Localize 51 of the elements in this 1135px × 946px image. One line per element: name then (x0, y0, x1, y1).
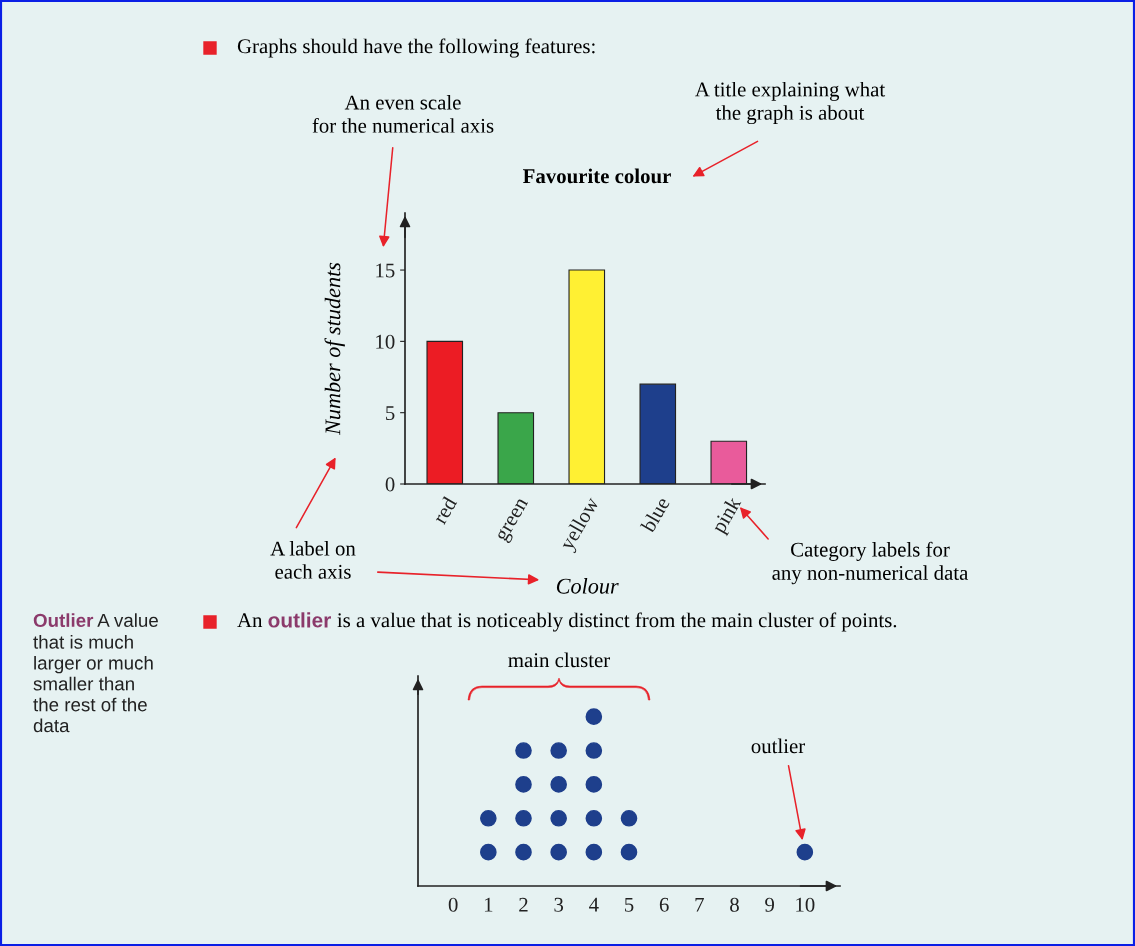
x-tick-label: 6 (659, 897, 669, 912)
x-tick-label: 4 (589, 897, 599, 912)
text: main cluster (508, 652, 611, 668)
annotation: outlier (751, 738, 806, 754)
point (585, 742, 603, 759)
point (515, 742, 532, 759)
text: A title explaining what the graph is about (695, 81, 886, 125)
point (585, 776, 603, 793)
point (480, 843, 497, 861)
x-tick-label: 5 (625, 897, 634, 912)
point (620, 809, 638, 827)
point (585, 708, 603, 725)
text: outlier (268, 612, 331, 628)
y-axis-title: Number of students (324, 262, 345, 436)
text: Outlier (33, 613, 94, 628)
point (515, 809, 532, 827)
point (515, 776, 532, 793)
x-tick-label: 2 (519, 897, 528, 912)
point (620, 843, 638, 861)
text: Category labels for any non-numerical data (772, 541, 969, 585)
y-tick-label: 10 (376, 334, 395, 349)
point (585, 843, 603, 861)
point (550, 809, 567, 827)
chart-title: Favourite colour (523, 168, 671, 184)
x-tick-label: blue (639, 495, 671, 534)
text: Graphs should have the following features: (237, 38, 595, 58)
y-tick-label: 0 (385, 477, 395, 492)
text: A label on each axis (270, 540, 356, 579)
x-axis-title: Colour (556, 578, 619, 594)
point (515, 843, 532, 861)
text: that is much larger or much smaller than the rest of the data (33, 635, 153, 733)
text: A value (97, 613, 158, 628)
point (550, 843, 567, 861)
point (550, 776, 567, 793)
x-tick-label: 3 (554, 897, 564, 912)
text: An even scale for the numerical axis (312, 94, 494, 133)
point (585, 809, 603, 827)
x-tick-label: 10 (796, 897, 815, 912)
text: is a value that is noticeably distinct from the main cluster of points. (337, 612, 897, 632)
y-tick-label: 5 (386, 406, 395, 421)
x-tick-label: 0 (448, 897, 458, 912)
x-tick-label: red (431, 495, 458, 526)
y-tick-label: 15 (376, 263, 395, 278)
x-tick-label: 9 (765, 897, 775, 912)
x-tick-label: 8 (730, 897, 739, 912)
point (480, 809, 497, 827)
x-tick-label: 1 (484, 897, 493, 912)
point (796, 843, 814, 861)
point (550, 742, 567, 759)
text: An (237, 613, 263, 628)
x-tick-label: 7 (695, 897, 704, 912)
